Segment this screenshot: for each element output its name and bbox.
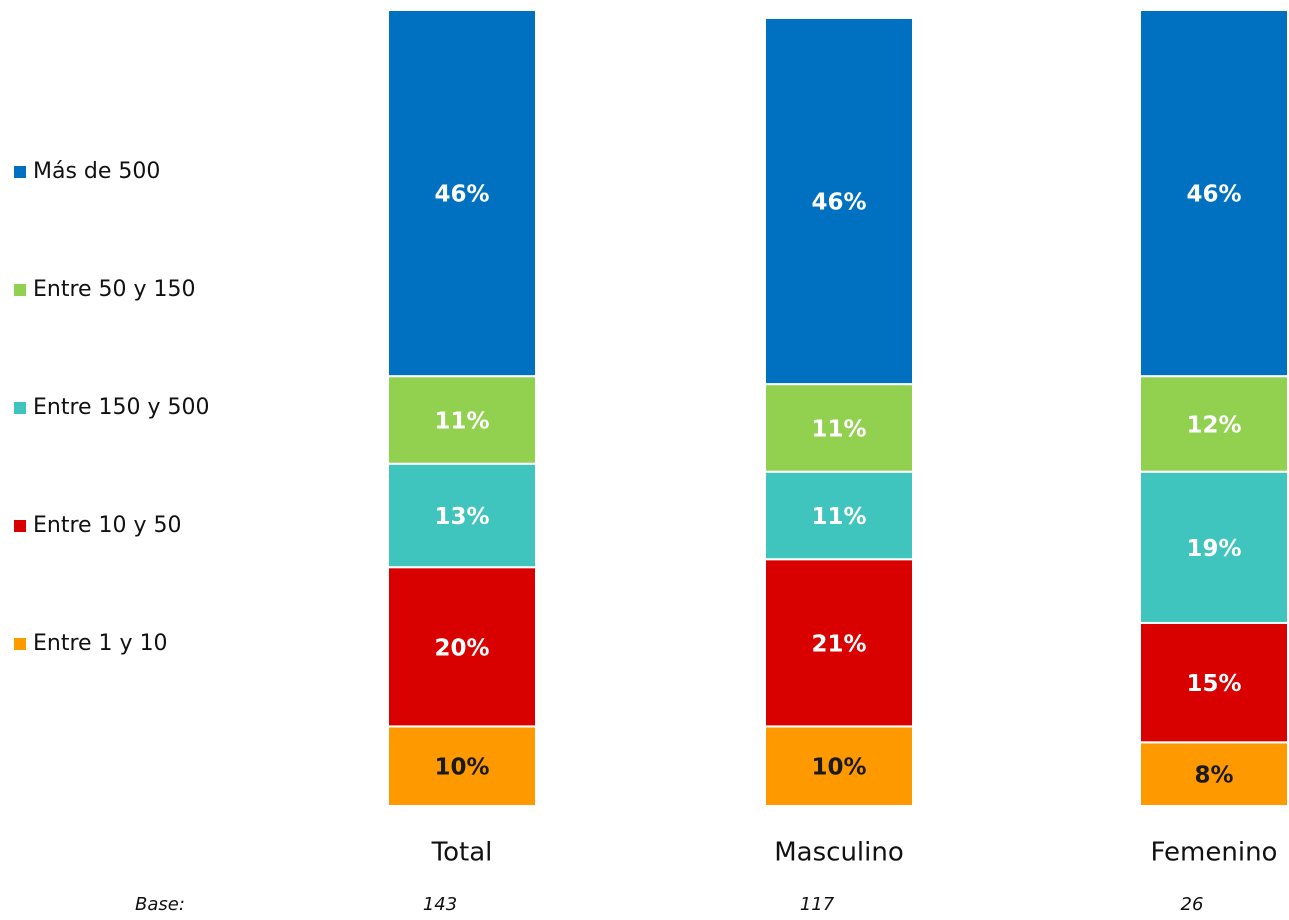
bar-segment [1139, 741, 1289, 808]
bar-segment [764, 383, 914, 473]
legend-swatch [14, 638, 26, 650]
base-label: Base: [135, 894, 185, 915]
bar-segment [1139, 470, 1289, 624]
legend-swatch [14, 166, 26, 178]
legend-swatch [14, 402, 26, 414]
bar-segment [387, 725, 537, 808]
bar-segment [764, 470, 914, 561]
data-label: 11% [811, 416, 866, 442]
legend-label: Entre 50 y 150 [33, 277, 196, 302]
legend-label: Más de 500 [33, 159, 160, 184]
bar-segment [1139, 621, 1289, 744]
data-label: 15% [1186, 671, 1241, 697]
x-tick-label: Masculino [774, 838, 904, 868]
x-tick-label: Femenino [1151, 838, 1278, 868]
data-label: 11% [434, 408, 489, 434]
legend-label: Entre 150 y 500 [33, 395, 210, 420]
legend-swatch [14, 520, 26, 532]
data-label: 46% [811, 190, 866, 216]
data-label: 46% [434, 182, 489, 208]
data-label: 11% [811, 504, 866, 530]
bar-segment [764, 725, 914, 808]
data-label: 10% [434, 755, 489, 781]
bar-segment [387, 9, 537, 378]
data-label: 20% [434, 635, 489, 661]
legend-swatch [14, 284, 26, 296]
legend-label: Entre 10 y 50 [33, 513, 182, 538]
bar-segment [764, 16, 914, 386]
data-label: 13% [434, 504, 489, 530]
base-value: 143 [423, 894, 457, 915]
data-label: 19% [1186, 536, 1241, 562]
bar-segment [387, 375, 537, 465]
x-tick-label: Total [431, 838, 493, 868]
bar-segment [1139, 9, 1289, 378]
data-label: 8% [1194, 763, 1233, 789]
base-value: 26 [1181, 894, 1204, 915]
bar-segment [387, 566, 537, 728]
data-label: 12% [1186, 412, 1241, 438]
legend-label: Entre 1 y 10 [33, 631, 168, 656]
bar-segment [764, 558, 914, 728]
data-label: 21% [811, 631, 866, 657]
data-label: 46% [1186, 182, 1241, 208]
base-value: 117 [800, 894, 835, 915]
data-label: 10% [811, 755, 866, 781]
